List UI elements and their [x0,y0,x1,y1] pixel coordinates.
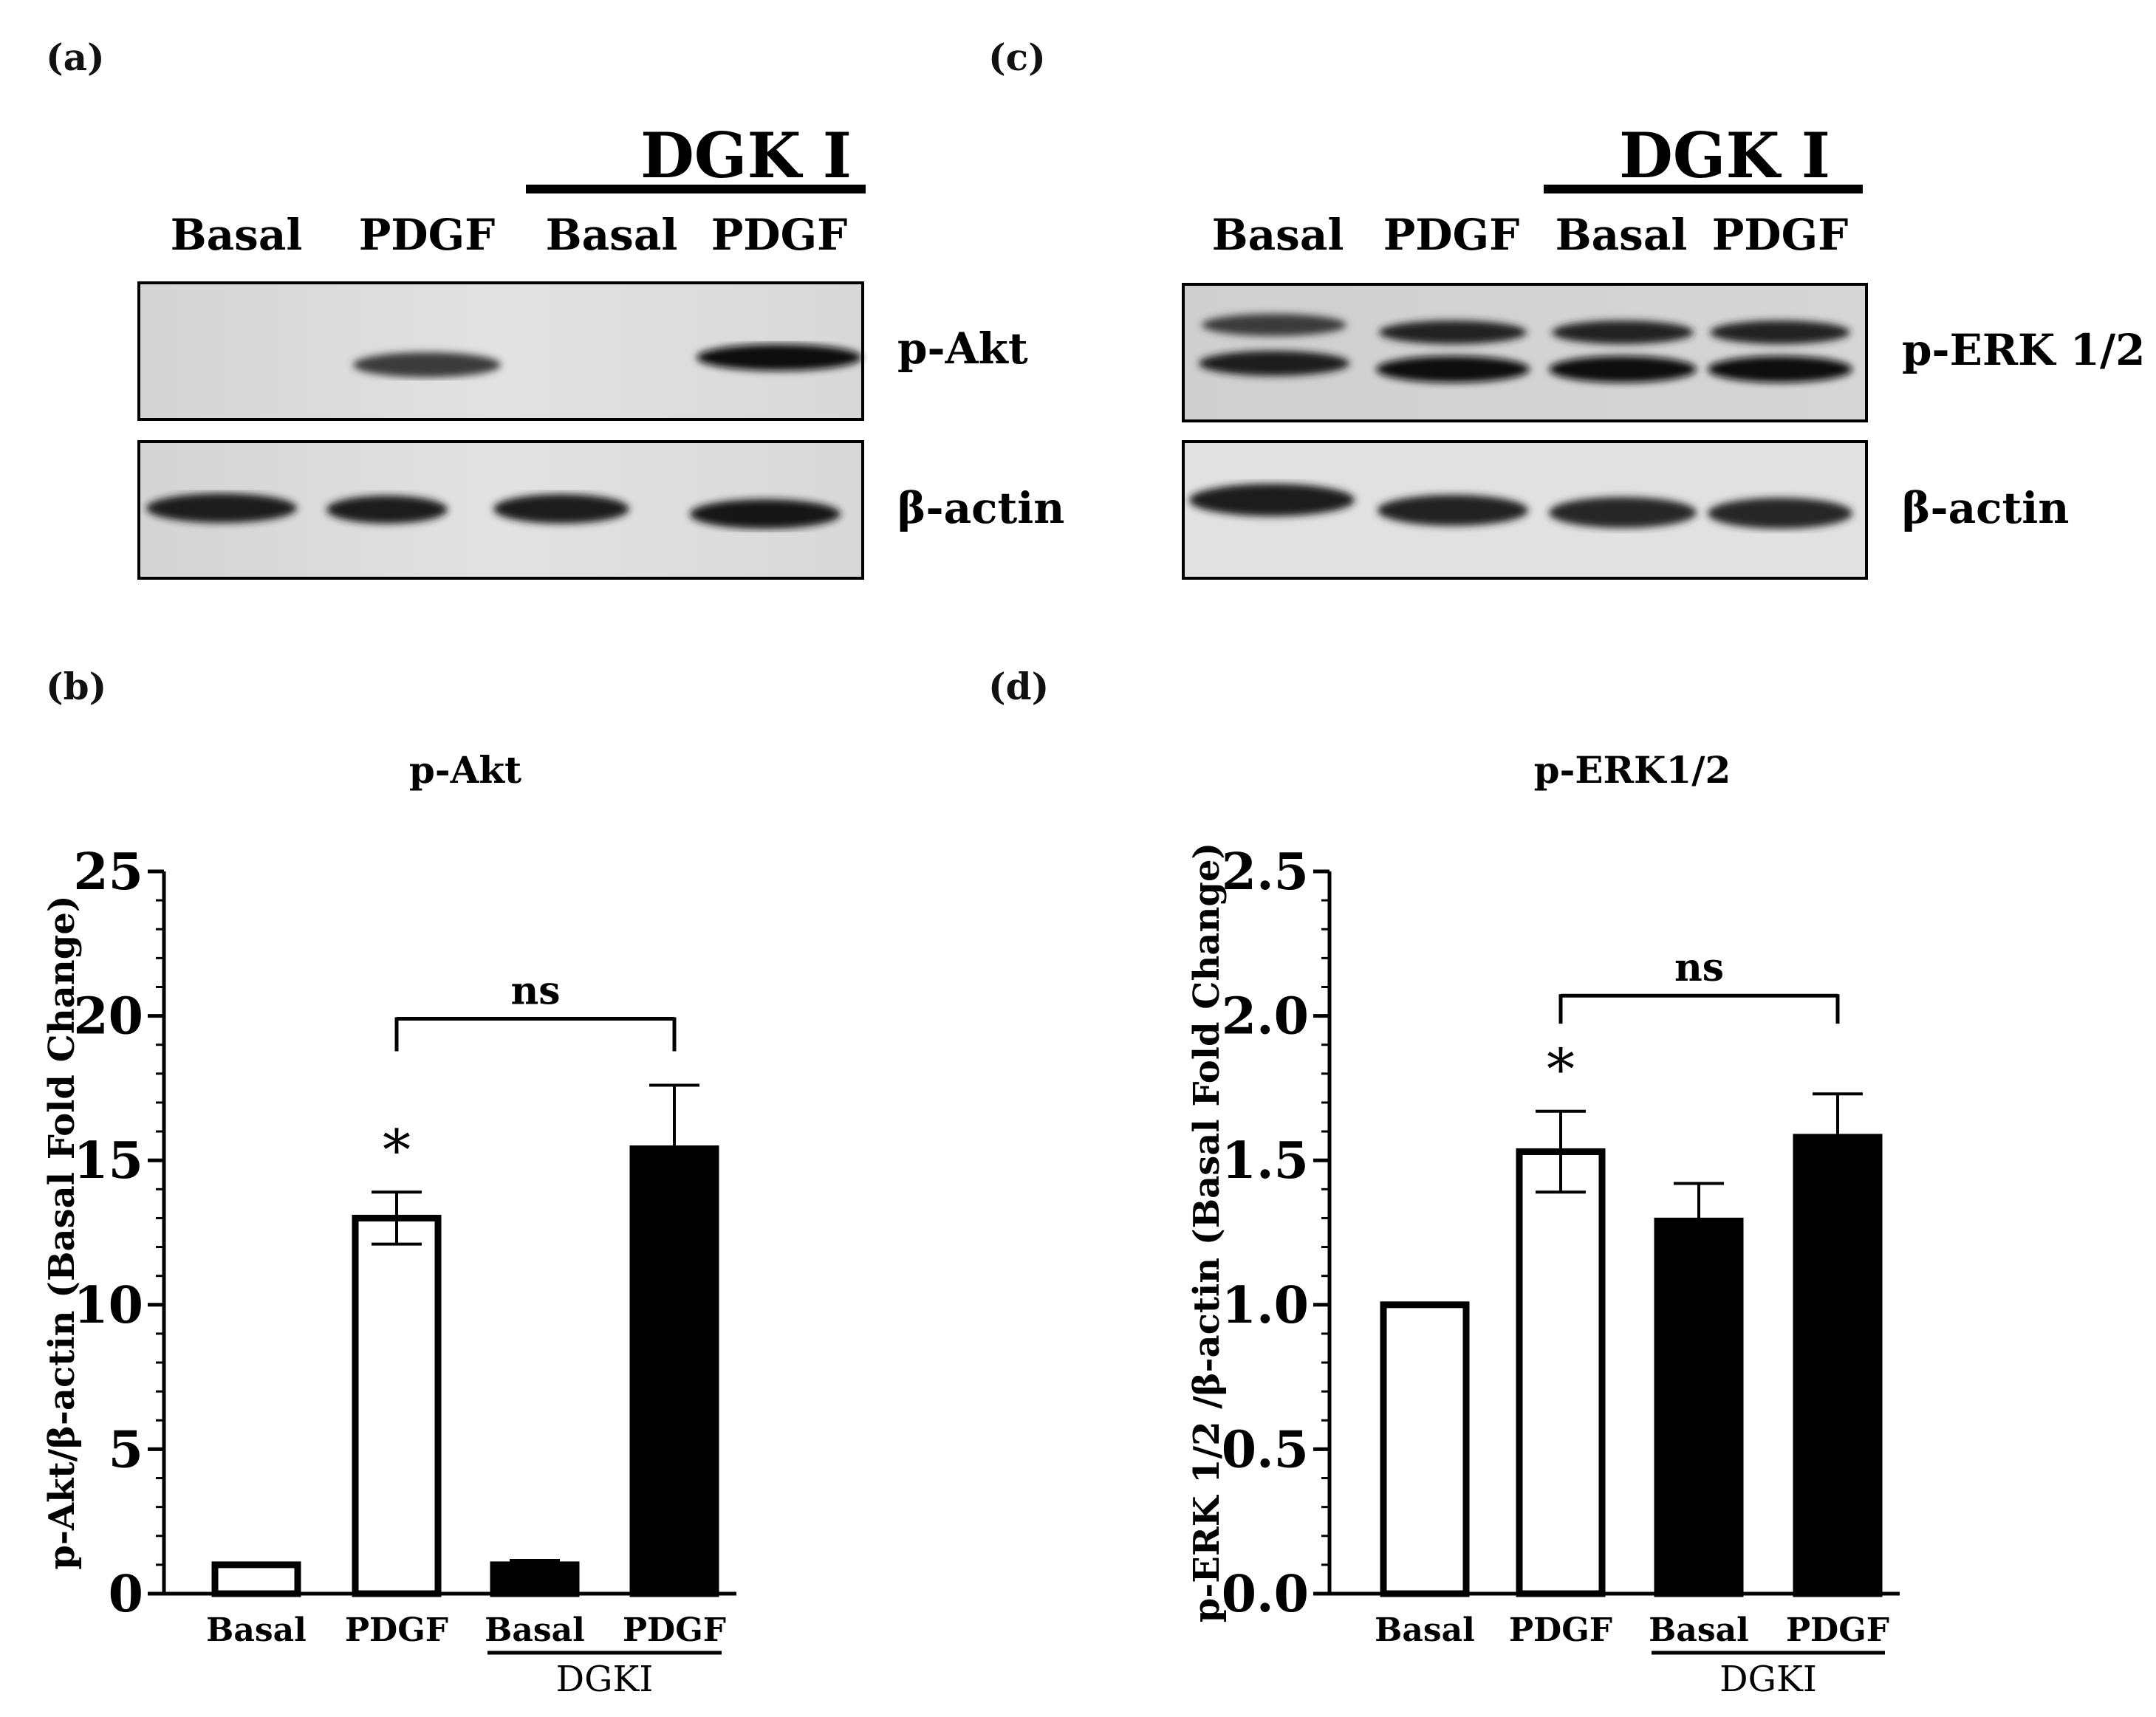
y-tick-label: 2.0 [1222,987,1309,1046]
bar [211,1561,301,1597]
blot-band [1202,314,1346,336]
y-tick-label: 2.5 [1222,843,1309,902]
bar [1380,1301,1470,1597]
bar-chart-d: p-ERK1/2 p-ERK 1/2 /β-actin (Basal Fold C… [1034,724,2156,1717]
blot-band [1708,498,1852,529]
blot-band [690,499,841,529]
blot-band [1379,321,1527,344]
western-blot-c: DGK I Basal PDGF Basal PDGF p-ERK 1/2 β-… [1034,0,2156,606]
comparison-label: ns [510,969,560,1014]
x-tick-label: Basal [1375,1611,1475,1649]
blot-band [326,496,448,524]
panel-label-b: (b) [46,665,107,708]
y-tick-label: 10 [73,1276,143,1335]
x-tick-label: Basal [485,1611,585,1649]
bar [1793,1134,1883,1597]
lane-label: PDGF [1712,210,1849,260]
y-tick-label: 0.5 [1222,1420,1309,1479]
row-label: β-actin [1902,483,2069,533]
bar [1516,1148,1606,1597]
row-label: p-ERK 1/2 [1902,325,2146,375]
treatment-label: DGK I [640,119,852,192]
blot-band [1189,484,1355,516]
lane-label: PDGF [1383,210,1520,260]
y-tick-label: 1.0 [1222,1276,1309,1335]
lane-label: Basal [171,210,303,260]
panel-label-d: (d) [988,665,1050,708]
x-tick-label: PDGF [345,1611,448,1649]
x-tick-label: PDGF [623,1611,726,1649]
y-tick-label: 20 [73,987,143,1046]
bar [352,1214,442,1597]
row-label: β-actin [897,483,1064,533]
row-label: p-Akt [897,323,1028,374]
blot-band [146,493,297,523]
y-tick-label: 1.5 [1222,1131,1309,1190]
bar [1654,1217,1744,1597]
bar-chart-b: p-Akt p-Akt/β-actin (Basal Fold Change) 0 5… [0,724,1034,1717]
x-tick-label: PDGF [1786,1611,1889,1649]
group-label: DGKI [556,1659,654,1700]
y-tick-label: 25 [73,843,143,902]
western-blot-a: DGK I Basal PDGF Basal PDGF p-Akt β-acti… [0,0,1078,606]
lane-label: PDGF [359,210,496,260]
blot-band [697,344,862,371]
blot-band [493,494,629,524]
x-tick-label: PDGF [1509,1611,1612,1649]
blot-band [353,352,501,377]
blot-band [1378,495,1528,526]
y-axis-label: p-Akt/β-actin (Basal Fold Change) [41,895,83,1569]
chart-title: p-Akt [409,748,521,792]
x-tick-label: Basal [206,1611,307,1649]
lane-label: Basal [1556,210,1688,260]
blot-band [1199,351,1349,376]
chart-title: p-ERK1/2 [1534,748,1731,792]
lane-label: Basal [1212,210,1344,260]
lane-label: PDGF [711,210,848,260]
panel-label-c: (c) [988,35,1046,79]
y-axis-label: p-ERK 1/2 /β-actin (Basal Fold Change) [1186,843,1228,1622]
blot-band [1376,356,1530,383]
y-tick-label: 0 [109,1565,143,1624]
group-label: DGKI [1719,1659,1817,1700]
bar [629,1145,719,1597]
comparison-label: ns [1674,945,1724,990]
blot-band [1552,321,1694,344]
lane-label: Basal [546,210,678,260]
significance-star: * [1547,1037,1575,1103]
y-tick-label: 0.0 [1222,1565,1309,1624]
significance-star: * [383,1117,411,1183]
y-tick-label: 15 [73,1131,143,1190]
blot-band [1549,497,1697,528]
x-tick-label: Basal [1649,1611,1749,1649]
blot-band [1549,356,1697,383]
treatment-label: DGK I [1619,119,1830,192]
blot-band [1710,321,1850,344]
y-tick-label: 5 [109,1420,143,1479]
blot-band [1708,356,1852,383]
panel-label-a: (a) [46,35,105,79]
